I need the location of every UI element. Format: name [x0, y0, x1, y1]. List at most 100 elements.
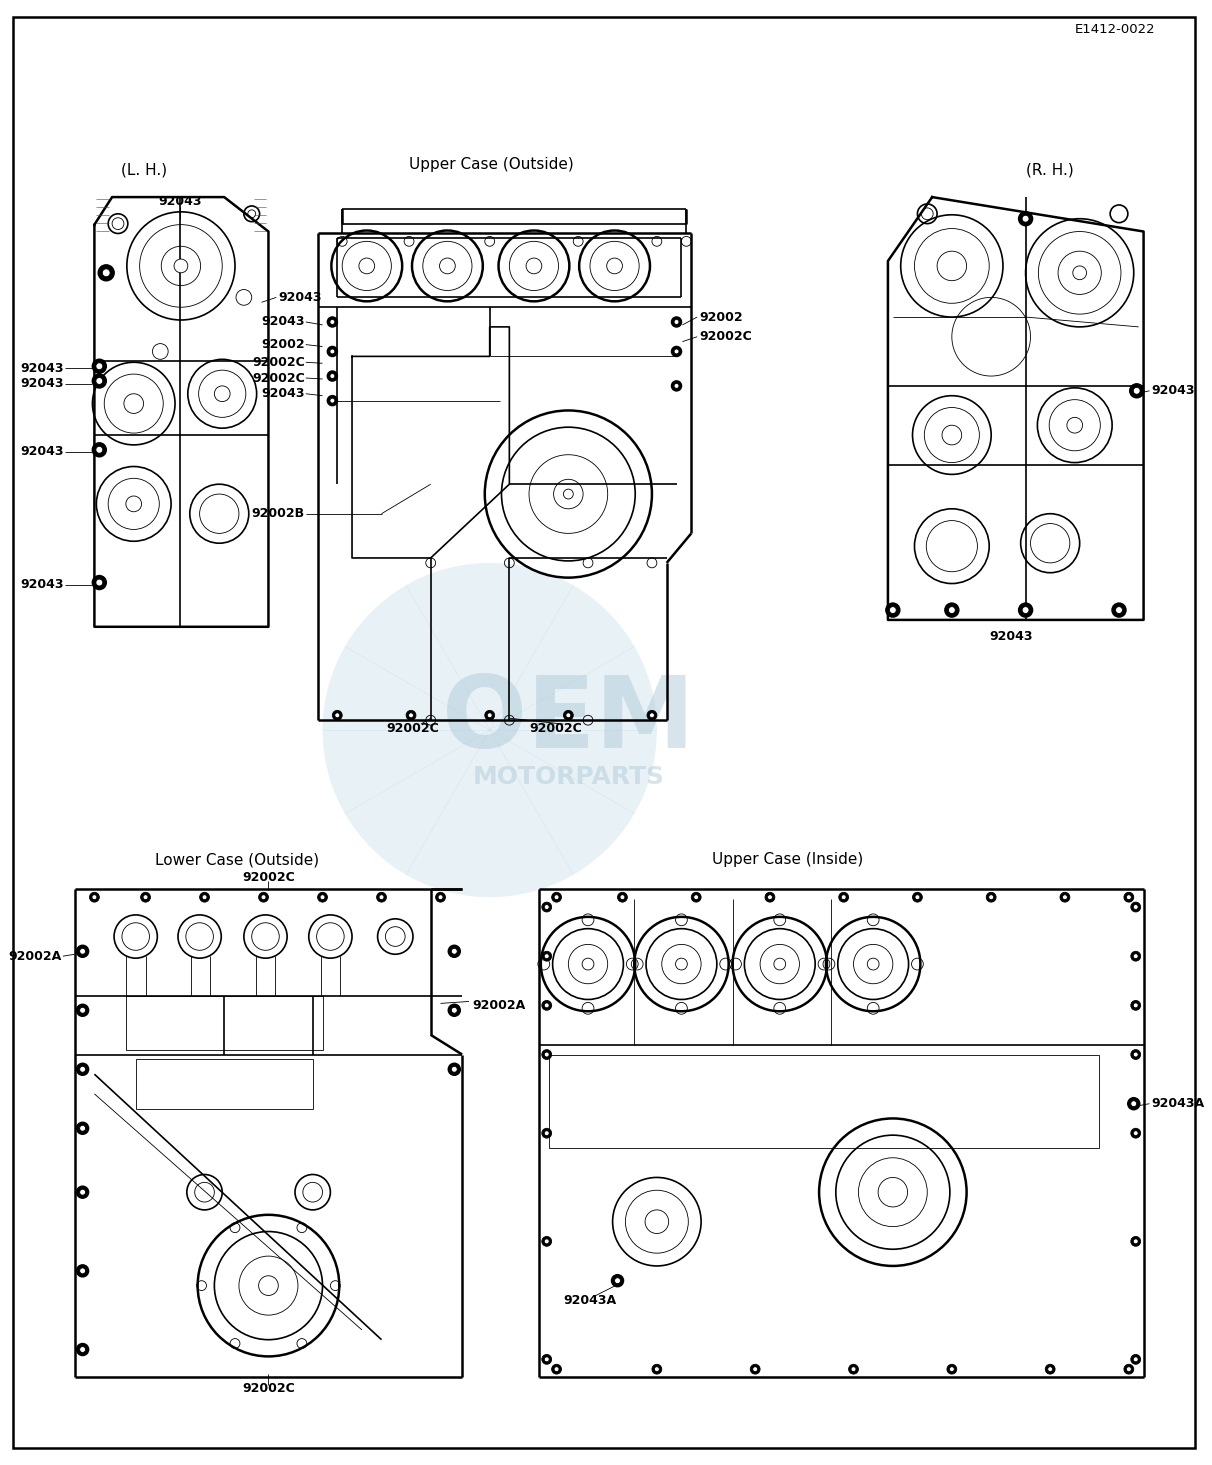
Circle shape — [674, 349, 679, 355]
Circle shape — [332, 711, 342, 721]
Circle shape — [1073, 267, 1086, 280]
Circle shape — [542, 951, 551, 961]
Text: 92002A: 92002A — [8, 949, 62, 963]
Text: 92043: 92043 — [21, 445, 64, 459]
Circle shape — [618, 892, 628, 902]
Circle shape — [80, 1008, 86, 1014]
Circle shape — [551, 892, 561, 902]
Circle shape — [989, 895, 994, 900]
Circle shape — [1124, 892, 1133, 902]
Circle shape — [320, 895, 325, 900]
Circle shape — [542, 1001, 551, 1011]
Circle shape — [487, 713, 492, 718]
Circle shape — [438, 895, 442, 900]
Circle shape — [913, 892, 922, 902]
Text: 92043: 92043 — [21, 579, 64, 590]
Circle shape — [765, 892, 774, 902]
Circle shape — [485, 711, 494, 721]
Text: 92043: 92043 — [262, 387, 305, 400]
Circle shape — [261, 895, 265, 900]
Circle shape — [1131, 1001, 1140, 1011]
Circle shape — [330, 374, 335, 378]
Circle shape — [652, 1364, 662, 1374]
Circle shape — [621, 895, 625, 900]
Text: 92002C: 92002C — [387, 722, 439, 734]
Circle shape — [542, 902, 551, 911]
Text: 92002C: 92002C — [252, 356, 305, 369]
Circle shape — [379, 895, 384, 900]
Circle shape — [767, 895, 772, 900]
Text: 92043A: 92043A — [1151, 1097, 1205, 1110]
Bar — [549, 1055, 1099, 1149]
Circle shape — [671, 347, 681, 356]
Text: OEM: OEM — [442, 672, 694, 769]
Circle shape — [327, 396, 337, 406]
Circle shape — [76, 1264, 88, 1277]
Circle shape — [949, 607, 955, 614]
Circle shape — [542, 1049, 551, 1059]
Circle shape — [175, 259, 188, 272]
Circle shape — [848, 1364, 858, 1374]
Circle shape — [92, 374, 107, 388]
Circle shape — [1063, 895, 1068, 900]
Circle shape — [654, 1367, 659, 1371]
Text: 92043: 92043 — [21, 362, 64, 375]
Circle shape — [544, 1239, 549, 1244]
Circle shape — [750, 1364, 760, 1374]
Circle shape — [1133, 1004, 1138, 1008]
Circle shape — [542, 1236, 551, 1247]
Circle shape — [330, 398, 335, 403]
Circle shape — [542, 1355, 551, 1364]
Circle shape — [1133, 1239, 1138, 1244]
Circle shape — [1133, 1357, 1138, 1362]
Circle shape — [693, 895, 698, 900]
Text: 92002C: 92002C — [252, 372, 305, 384]
Circle shape — [544, 954, 549, 958]
Text: 92002B: 92002B — [252, 507, 305, 520]
Text: E1412-0022: E1412-0022 — [1075, 23, 1155, 37]
Circle shape — [949, 1367, 954, 1371]
Circle shape — [102, 270, 110, 277]
Circle shape — [451, 948, 457, 954]
Circle shape — [1131, 1236, 1140, 1247]
Circle shape — [987, 892, 996, 902]
Circle shape — [647, 711, 657, 721]
Circle shape — [435, 892, 446, 902]
Circle shape — [851, 1367, 856, 1371]
Circle shape — [554, 895, 559, 900]
Circle shape — [542, 1128, 551, 1138]
Text: 92043: 92043 — [989, 630, 1033, 643]
Circle shape — [92, 442, 107, 457]
Circle shape — [839, 892, 848, 902]
Circle shape — [1133, 904, 1138, 910]
Circle shape — [544, 1357, 549, 1362]
Circle shape — [650, 713, 654, 718]
Circle shape — [554, 1367, 559, 1371]
Circle shape — [544, 1052, 549, 1056]
Text: 92002C: 92002C — [242, 1383, 295, 1395]
Circle shape — [330, 319, 335, 324]
Circle shape — [327, 371, 337, 381]
Circle shape — [841, 895, 846, 900]
Circle shape — [80, 1067, 86, 1072]
Circle shape — [1047, 1367, 1053, 1371]
Circle shape — [406, 711, 416, 721]
Circle shape — [377, 892, 387, 902]
Text: Lower Case (Outside): Lower Case (Outside) — [155, 853, 319, 867]
Circle shape — [564, 711, 573, 721]
Circle shape — [1126, 1367, 1131, 1371]
Text: 92002A: 92002A — [471, 999, 525, 1012]
Circle shape — [202, 895, 207, 900]
Circle shape — [1133, 1131, 1138, 1135]
Circle shape — [671, 381, 681, 391]
Circle shape — [614, 1277, 621, 1283]
Circle shape — [1133, 1052, 1138, 1056]
Circle shape — [1045, 1364, 1056, 1374]
Circle shape — [80, 1346, 86, 1352]
Circle shape — [76, 1187, 88, 1198]
Circle shape — [98, 265, 114, 281]
Circle shape — [258, 1276, 279, 1295]
Circle shape — [92, 359, 107, 374]
Circle shape — [200, 892, 210, 902]
Text: 92043: 92043 — [1151, 384, 1195, 397]
